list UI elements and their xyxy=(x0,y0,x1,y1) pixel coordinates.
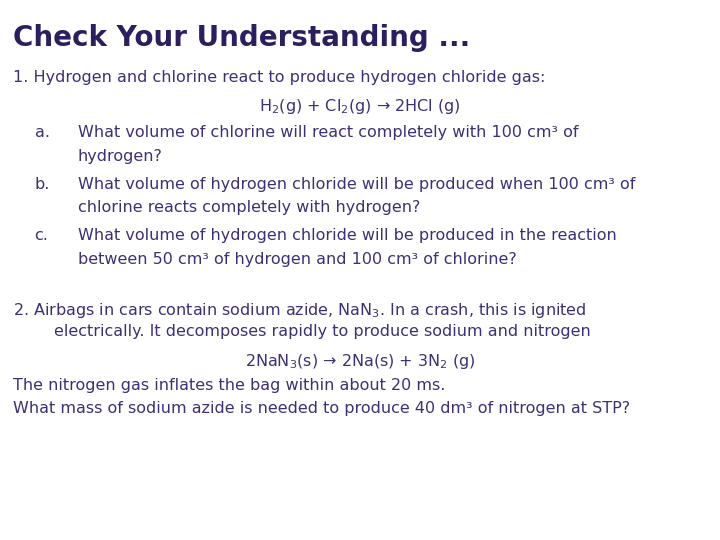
Text: H$_2$(g) + Cl$_2$(g) → 2HCl (g): H$_2$(g) + Cl$_2$(g) → 2HCl (g) xyxy=(259,97,461,116)
Text: between 50 cm³ of hydrogen and 100 cm³ of chlorine?: between 50 cm³ of hydrogen and 100 cm³ o… xyxy=(78,252,516,267)
Text: What volume of chlorine will react completely with 100 cm³ of: What volume of chlorine will react compl… xyxy=(78,125,578,140)
Text: What volume of hydrogen chloride will be produced in the reaction: What volume of hydrogen chloride will be… xyxy=(78,228,616,244)
Text: Check Your Understanding ...: Check Your Understanding ... xyxy=(13,24,470,52)
Text: The nitrogen gas inflates the bag within about 20 ms.: The nitrogen gas inflates the bag within… xyxy=(13,378,446,393)
Text: a.: a. xyxy=(35,125,50,140)
Text: hydrogen?: hydrogen? xyxy=(78,148,163,164)
Text: What volume of hydrogen chloride will be produced when 100 cm³ of: What volume of hydrogen chloride will be… xyxy=(78,177,635,192)
Text: electrically. It decomposes rapidly to produce sodium and nitrogen: electrically. It decomposes rapidly to p… xyxy=(54,324,590,339)
Text: c.: c. xyxy=(35,228,48,244)
Text: chlorine reacts completely with hydrogen?: chlorine reacts completely with hydrogen… xyxy=(78,200,420,215)
Text: 2NaN$_3$(s) → 2Na(s) + 3N$_2$ (g): 2NaN$_3$(s) → 2Na(s) + 3N$_2$ (g) xyxy=(245,352,475,371)
Text: 2. Airbags in cars contain sodium azide, NaN$_3$. In a crash, this is ignited: 2. Airbags in cars contain sodium azide,… xyxy=(13,301,587,320)
Text: 1. Hydrogen and chlorine react to produce hydrogen chloride gas:: 1. Hydrogen and chlorine react to produc… xyxy=(13,70,545,85)
Text: What mass of sodium azide is needed to produce 40 dm³ of nitrogen at STP?: What mass of sodium azide is needed to p… xyxy=(13,401,630,416)
Text: b.: b. xyxy=(35,177,50,192)
